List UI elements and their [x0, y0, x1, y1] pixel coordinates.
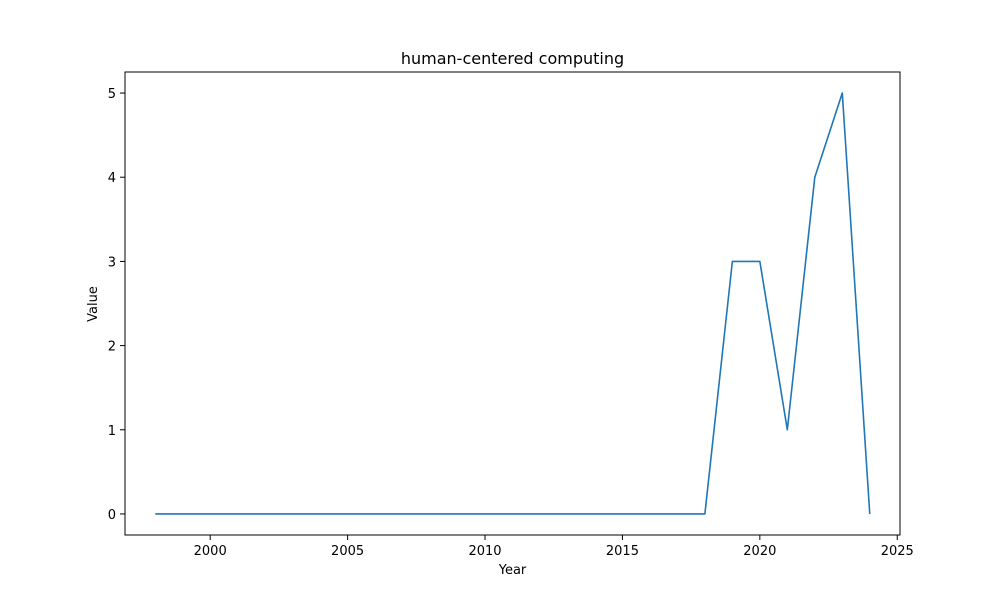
x-tick-label: 2025 [881, 544, 914, 559]
y-tick-label: 1 [108, 424, 116, 439]
y-tick-label: 4 [108, 171, 116, 186]
series-line [155, 92, 871, 515]
y-tick-label: 5 [108, 87, 116, 102]
y-axis-label: Value [86, 286, 101, 322]
y-tick-label: 3 [108, 255, 116, 270]
plot-frame [124, 71, 901, 536]
x-tick-label: 2010 [468, 544, 501, 559]
x-tick-label: 2015 [606, 544, 639, 559]
x-tick-label: 2005 [331, 544, 364, 559]
plot-area [155, 92, 871, 515]
x-axis: 2000 2005 2010 2015 2020 2025 [194, 535, 914, 559]
x-tick-label: 2000 [194, 544, 227, 559]
x-tick-label: 2020 [743, 544, 776, 559]
y-tick-label: 2 [108, 340, 116, 355]
y-tick-label: 0 [108, 508, 116, 523]
x-axis-label: Year [498, 563, 527, 578]
chart-title: human-centered computing [401, 49, 624, 68]
y-axis: 0 1 2 3 4 5 [108, 87, 125, 523]
